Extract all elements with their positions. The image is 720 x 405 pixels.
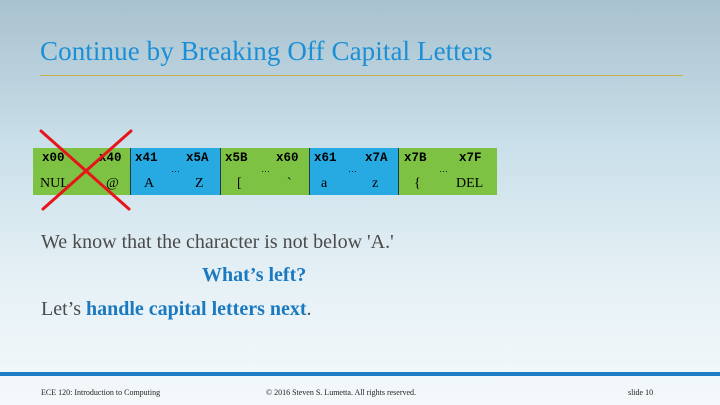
- segment-left-code: x41: [135, 151, 158, 165]
- line3-prefix: Let’s: [41, 298, 86, 320]
- segment-left-code: x61: [314, 151, 337, 165]
- segment-right-char: z: [372, 176, 379, 191]
- footer-copyright: © 2016 Steven S. Lumetta. All rights res…: [266, 388, 417, 397]
- segment-right-char: @: [106, 176, 119, 191]
- segment-left-char: a: [321, 176, 328, 191]
- body-line-whats-left: What’s left?: [202, 264, 307, 286]
- segment-left-char: {: [414, 176, 421, 191]
- segment-ellipsis: …: [439, 164, 448, 174]
- body-line-not-below-a: We know that the character is not below …: [41, 231, 394, 253]
- segment-right-code: x7A: [365, 151, 388, 165]
- line3-suffix: .: [306, 298, 312, 320]
- segment-left-char: A: [144, 176, 155, 191]
- footer-course: ECE 120: Introduction to Computing: [41, 388, 161, 397]
- segment-brace-del: x7B x7F { DEL …: [399, 148, 497, 195]
- slide-title: Continue by Breaking Off Capital Letters: [40, 36, 493, 66]
- segment-right-char: Z: [195, 176, 204, 191]
- cross-out-icon: [39, 129, 133, 211]
- body-line-capital-next: Let’s handle capital letters next.: [41, 298, 312, 321]
- segment-left-code: x7B: [404, 151, 427, 165]
- segment-ellipsis: …: [348, 164, 357, 174]
- segment-ellipsis: …: [171, 164, 180, 174]
- segment-right-code: x7F: [459, 151, 482, 165]
- segment-right-char: DEL: [456, 176, 484, 191]
- footer-slide-number: slide 10: [628, 388, 654, 397]
- ascii-range-table: x00 x40 NUL @ … x41 x5A A Z … x5B x60 [ …: [33, 148, 497, 195]
- segment-lowercase: x61 x7A a z …: [310, 148, 399, 195]
- title-divider: [40, 75, 683, 76]
- segment-brackets: x5B x60 [ ` …: [221, 148, 310, 195]
- segment-left-code: x00: [42, 151, 65, 165]
- segment-right-char: `: [287, 176, 292, 191]
- segment-right-code: x5A: [186, 151, 209, 165]
- segment-right-code: x60: [276, 151, 299, 165]
- segment-left-char: NUL: [40, 176, 69, 191]
- footer-bar: [0, 372, 720, 376]
- segment-left-char: [: [237, 176, 242, 191]
- segment-left-code: x5B: [225, 151, 248, 165]
- segment-capitals: x41 x5A A Z …: [131, 148, 221, 195]
- segment-ellipsis: …: [261, 164, 270, 174]
- line3-highlight: handle capital letters next: [86, 298, 307, 320]
